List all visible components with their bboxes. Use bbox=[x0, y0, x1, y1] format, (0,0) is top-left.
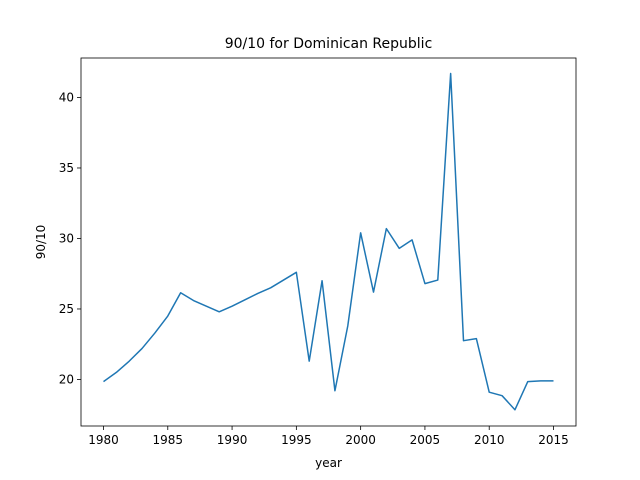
x-tick-label: 2010 bbox=[474, 433, 505, 447]
y-axis-label: 90/10 bbox=[34, 225, 48, 260]
x-tick-label: 2000 bbox=[345, 433, 376, 447]
x-tick-label: 1985 bbox=[153, 433, 184, 447]
x-tick-label: 1980 bbox=[88, 433, 119, 447]
chart-title: 90/10 for Dominican Republic bbox=[225, 36, 433, 52]
x-axis-label: year bbox=[315, 456, 342, 470]
x-tick-label: 2005 bbox=[410, 433, 441, 447]
x-tick-label: 2015 bbox=[538, 433, 569, 447]
data-line bbox=[103, 72, 554, 411]
y-tick-label: 40 bbox=[59, 90, 74, 104]
y-tick-label: 35 bbox=[59, 161, 74, 175]
x-tick-label: 1990 bbox=[217, 433, 248, 447]
x-tick-label: 1995 bbox=[281, 433, 312, 447]
y-tick-label: 20 bbox=[59, 372, 74, 386]
plot-frame bbox=[80, 57, 577, 427]
y-tick-label: 25 bbox=[59, 302, 74, 316]
y-tick-label: 30 bbox=[59, 231, 74, 245]
